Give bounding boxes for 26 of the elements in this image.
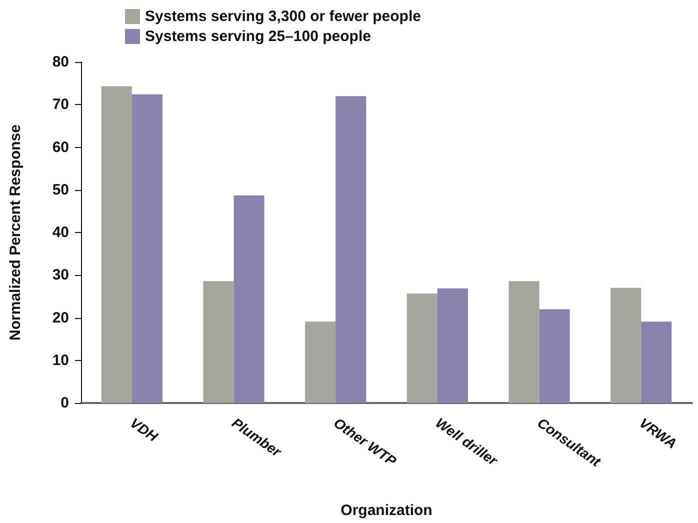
y-tick-label: 60 <box>52 138 69 156</box>
bar <box>305 322 336 403</box>
bar <box>203 281 234 403</box>
legend-label: Systems serving 3,300 or fewer people <box>145 8 421 25</box>
y-tick-label: 80 <box>52 54 69 70</box>
y-tick-label: 10 <box>52 352 69 369</box>
y-tick-label: 40 <box>52 224 69 241</box>
legend-label: Systems serving 25–100 people <box>145 28 371 45</box>
bar <box>539 309 570 403</box>
bar <box>641 322 672 403</box>
bar <box>437 288 468 403</box>
y-tick-label: 30 <box>52 266 69 284</box>
y-axis-title: Normalized Percent Response <box>7 124 24 340</box>
bar <box>234 195 264 403</box>
bar <box>101 86 132 403</box>
bar <box>132 94 162 403</box>
y-tick-label: 0 <box>60 394 69 412</box>
bar <box>610 288 642 403</box>
y-tick-label: 70 <box>52 96 69 114</box>
y-tick-label: 20 <box>52 309 69 326</box>
bar <box>508 281 540 403</box>
y-tick-label: 50 <box>52 181 69 198</box>
bar <box>336 96 366 403</box>
x-axis-title: Organization <box>340 502 432 519</box>
x-tick-label: VDH <box>127 414 162 446</box>
bar <box>406 293 438 403</box>
